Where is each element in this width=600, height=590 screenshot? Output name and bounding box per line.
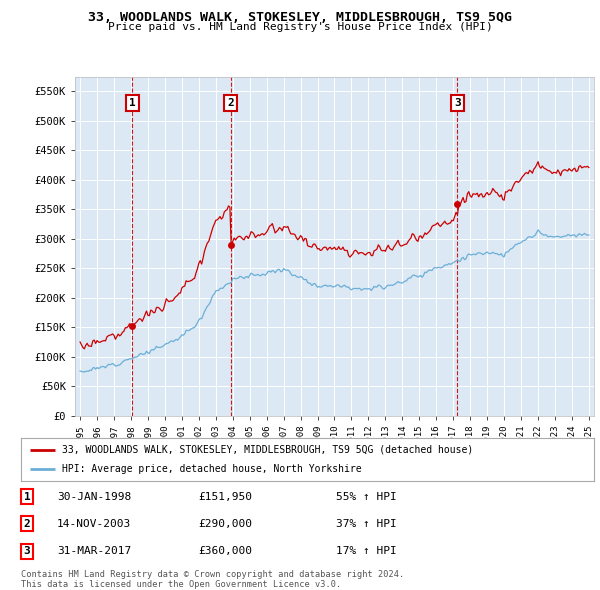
Text: 14-NOV-2003: 14-NOV-2003	[57, 519, 131, 529]
Text: £290,000: £290,000	[198, 519, 252, 529]
Text: 55% ↑ HPI: 55% ↑ HPI	[336, 492, 397, 502]
Text: 2: 2	[23, 519, 31, 529]
Text: 3: 3	[454, 99, 461, 108]
Text: Contains HM Land Registry data © Crown copyright and database right 2024.: Contains HM Land Registry data © Crown c…	[21, 570, 404, 579]
Text: £151,950: £151,950	[198, 492, 252, 502]
Text: 17% ↑ HPI: 17% ↑ HPI	[336, 546, 397, 556]
Text: 37% ↑ HPI: 37% ↑ HPI	[336, 519, 397, 529]
Text: 3: 3	[23, 546, 31, 556]
Text: 2: 2	[227, 99, 234, 108]
Text: 31-MAR-2017: 31-MAR-2017	[57, 546, 131, 556]
Text: 33, WOODLANDS WALK, STOKESLEY, MIDDLESBROUGH, TS9 5QG (detached house): 33, WOODLANDS WALK, STOKESLEY, MIDDLESBR…	[62, 445, 473, 455]
Text: £360,000: £360,000	[198, 546, 252, 556]
Text: Price paid vs. HM Land Registry's House Price Index (HPI): Price paid vs. HM Land Registry's House …	[107, 22, 493, 32]
Text: 33, WOODLANDS WALK, STOKESLEY, MIDDLESBROUGH, TS9 5QG: 33, WOODLANDS WALK, STOKESLEY, MIDDLESBR…	[88, 11, 512, 24]
Text: This data is licensed under the Open Government Licence v3.0.: This data is licensed under the Open Gov…	[21, 579, 341, 589]
Text: 1: 1	[129, 99, 136, 108]
Text: 1: 1	[23, 492, 31, 502]
Text: HPI: Average price, detached house, North Yorkshire: HPI: Average price, detached house, Nort…	[62, 464, 362, 474]
Text: 30-JAN-1998: 30-JAN-1998	[57, 492, 131, 502]
